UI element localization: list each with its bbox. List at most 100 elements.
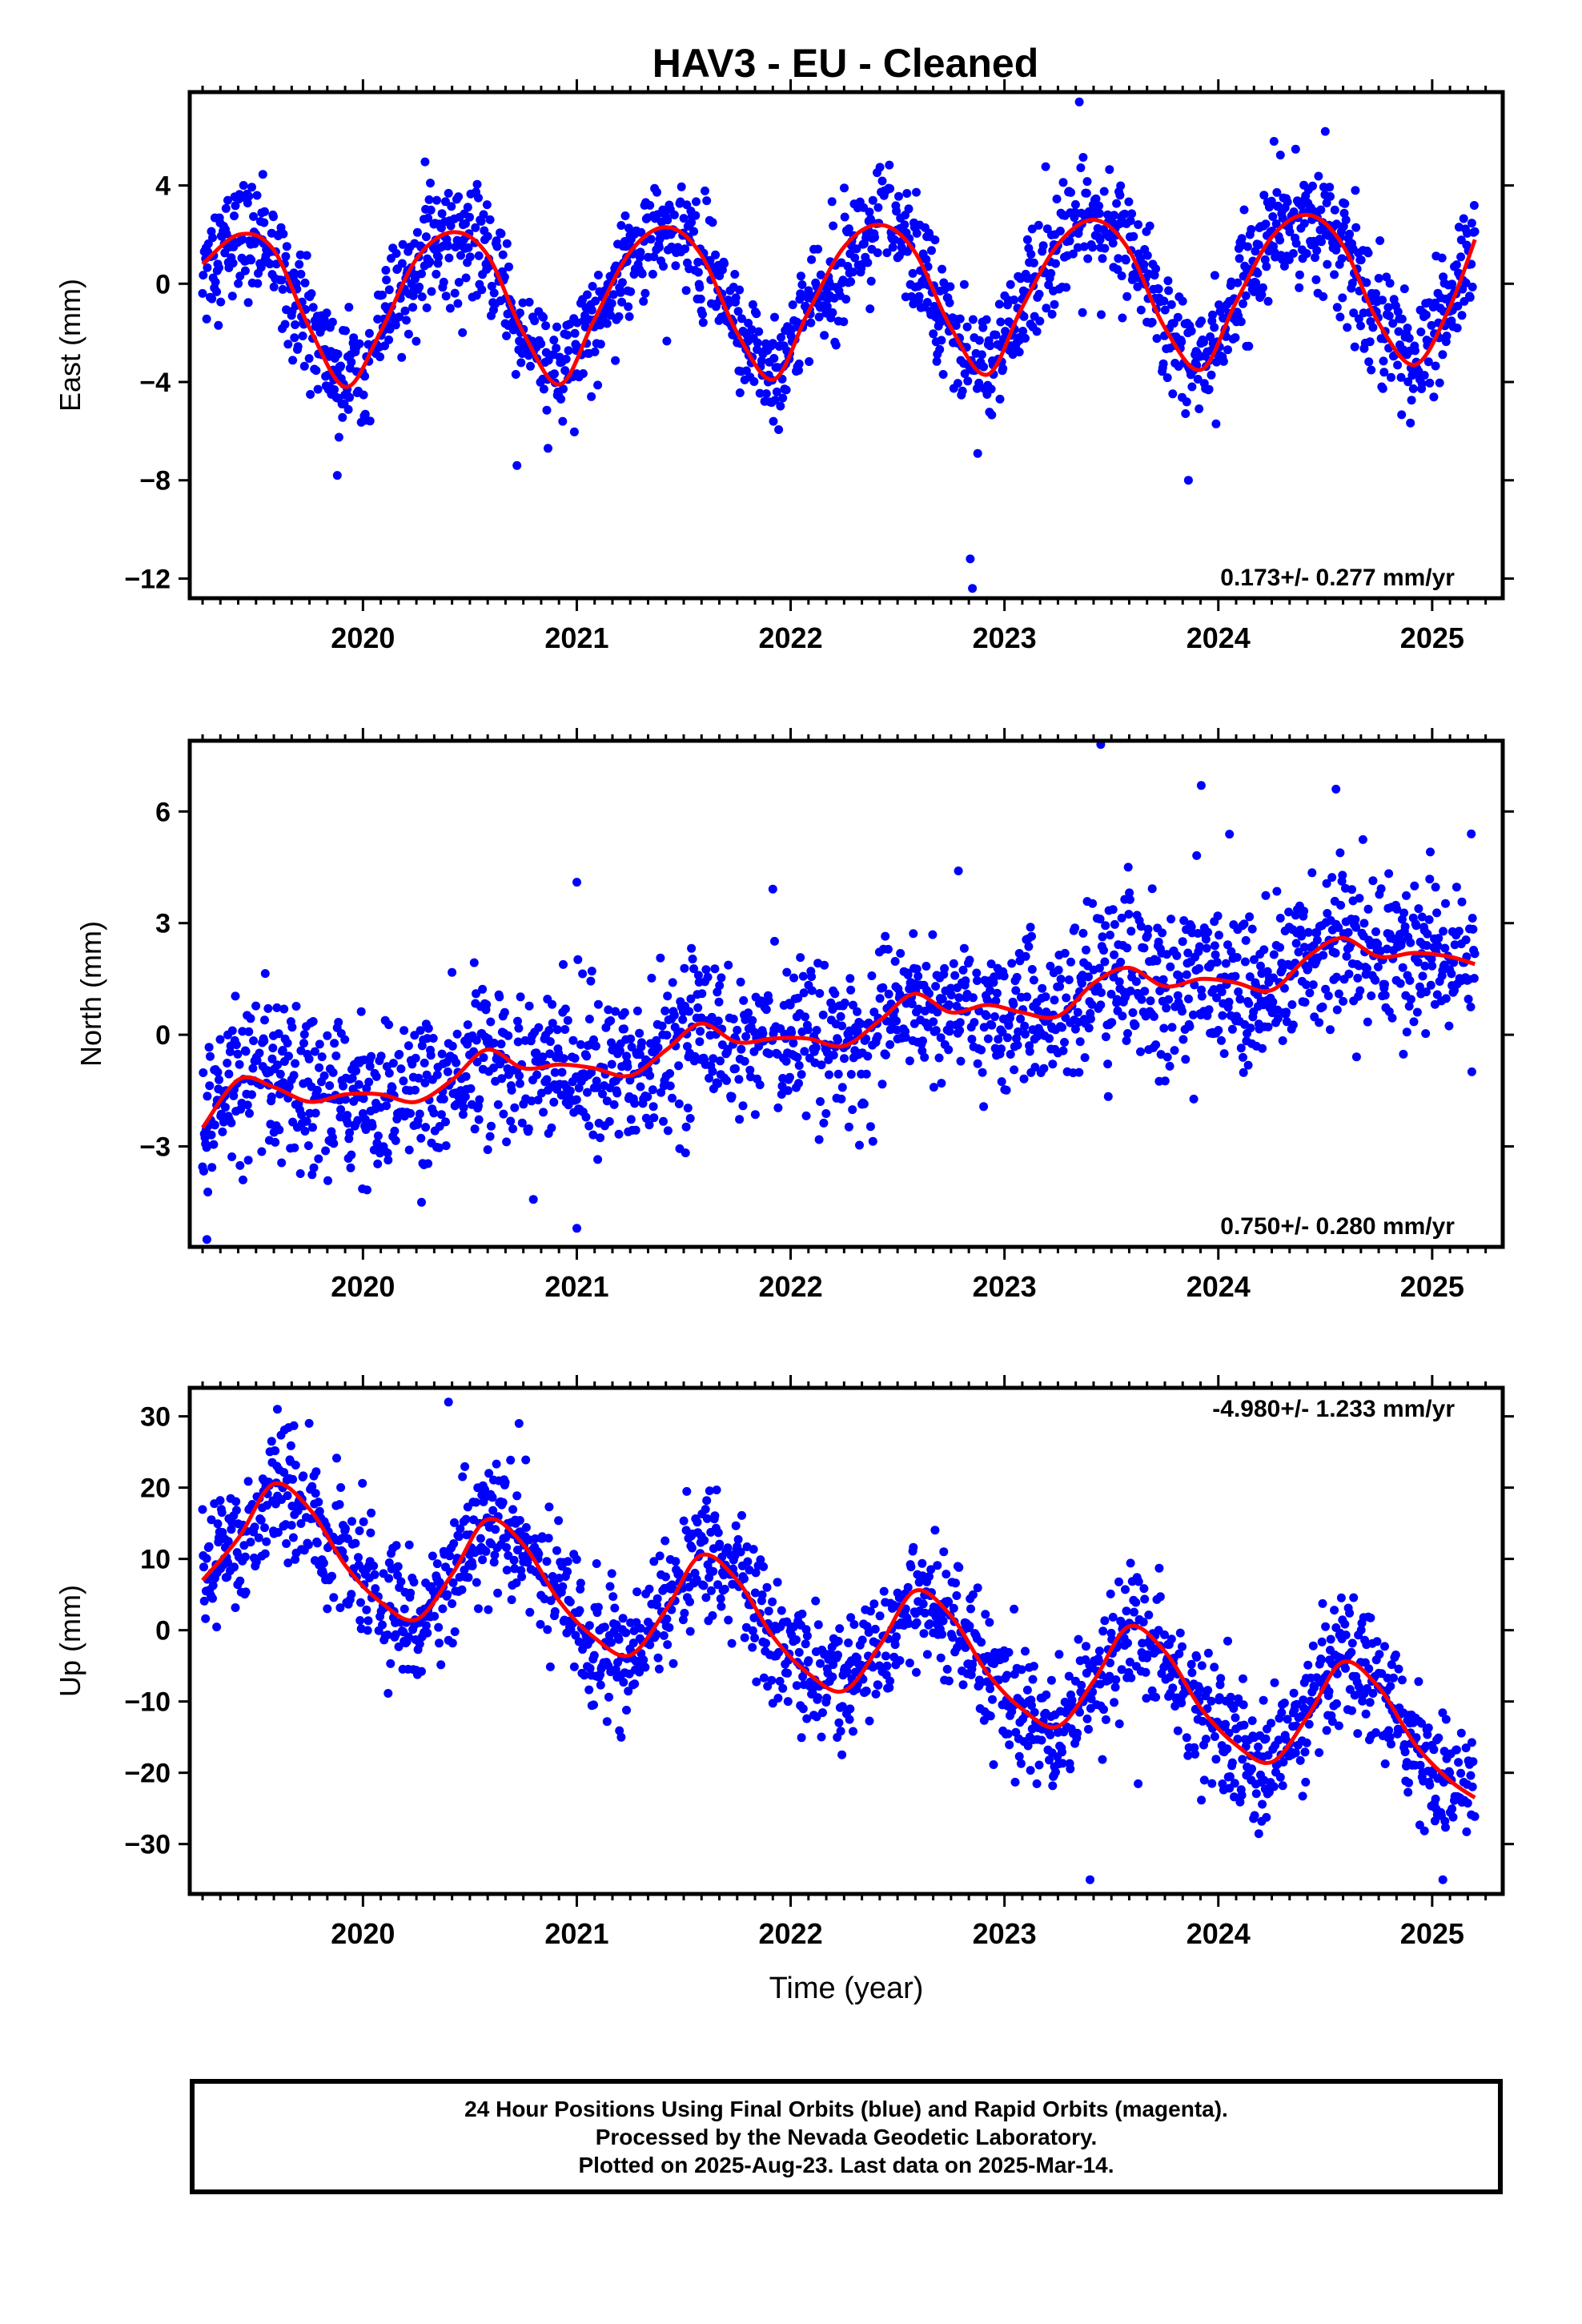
north-point [1347,885,1356,895]
north-point [221,1103,230,1112]
up-point [484,1469,494,1478]
east-point [550,369,559,379]
east-point [1351,223,1361,232]
east-point [624,223,633,233]
north-point [578,969,588,979]
north-point [1468,914,1477,923]
north-ylabel: North (mm) [74,921,107,1067]
north-point [1096,741,1106,750]
north-point [1240,957,1250,967]
up-point [315,1506,324,1516]
up-point [622,1706,631,1715]
north-point [1249,955,1259,964]
up-point [871,1689,881,1699]
north-point [979,1102,989,1112]
east-point [327,317,337,327]
north-point [1060,948,1070,958]
north-point [1149,1011,1158,1021]
east-point [968,315,978,324]
east-point [1322,198,1331,207]
east-point [1129,231,1138,241]
east-point [277,275,287,285]
north-point [534,1023,544,1032]
east-point [1173,312,1182,322]
north-point [615,1046,624,1055]
north-point [1117,913,1126,923]
east-point [1459,214,1468,223]
north-point [241,1047,251,1056]
north-point [1011,986,1021,995]
east-point [797,280,807,289]
east-point [1022,235,1032,244]
east-point [476,216,486,226]
east-point [482,200,492,210]
north-point [1088,899,1098,908]
north-xtick-label: 2025 [1400,1270,1464,1303]
north-point [830,989,840,999]
north-point [1183,948,1193,958]
up-point [966,1604,975,1614]
east-point [420,157,430,167]
north-point [1211,950,1220,959]
north-point [678,1015,688,1024]
east-point [454,192,464,202]
east-point [1133,282,1142,292]
up-point [542,1557,552,1566]
north-point [291,1002,301,1011]
north-point [1236,1043,1246,1053]
north-point [539,1108,548,1117]
north-point [961,976,970,986]
east-point [1164,286,1174,296]
north-point [695,1037,705,1047]
north-point [931,982,941,991]
east-point [1042,304,1051,313]
north-point [1125,888,1134,898]
north-point [573,955,583,964]
north-point [901,1032,910,1042]
up-point [654,1664,664,1674]
north-point [668,978,677,987]
east-point [814,312,824,322]
north-point [697,989,707,999]
north-point [227,1118,236,1128]
north-point [1334,923,1343,932]
north-point [1107,1018,1117,1027]
east-point [1407,396,1416,405]
east-point [330,385,339,394]
east-point [1055,227,1065,235]
north-point [783,1086,793,1096]
north-point [1334,989,1343,999]
north-point [949,959,958,968]
east-point [1116,181,1126,191]
north-point [1269,973,1278,983]
up-point [614,1634,624,1644]
north-point [1006,1050,1015,1059]
east-point [748,300,757,309]
north-point [1078,928,1088,938]
north-point [203,1188,213,1196]
east-point [1099,187,1109,196]
north-point [435,1143,444,1152]
north-point [532,1070,542,1080]
north-point [341,1095,350,1104]
north-point [1123,862,1133,872]
east-point [1206,332,1215,341]
east-point [769,354,779,363]
up-point [430,1611,440,1621]
east-point [296,269,306,279]
east-point [333,349,343,359]
east-point [222,229,231,239]
north-point [278,1046,287,1055]
up-point [756,1555,765,1565]
north-point [364,1077,374,1087]
east-point [1247,225,1256,234]
east-point [708,218,717,227]
north-point [905,1056,914,1066]
north-point [909,929,918,939]
north-point [937,1079,946,1088]
up-point [291,1554,300,1564]
up-point [490,1550,500,1560]
north-point [1038,983,1047,993]
north-point [1241,935,1251,945]
east-point [373,315,383,324]
